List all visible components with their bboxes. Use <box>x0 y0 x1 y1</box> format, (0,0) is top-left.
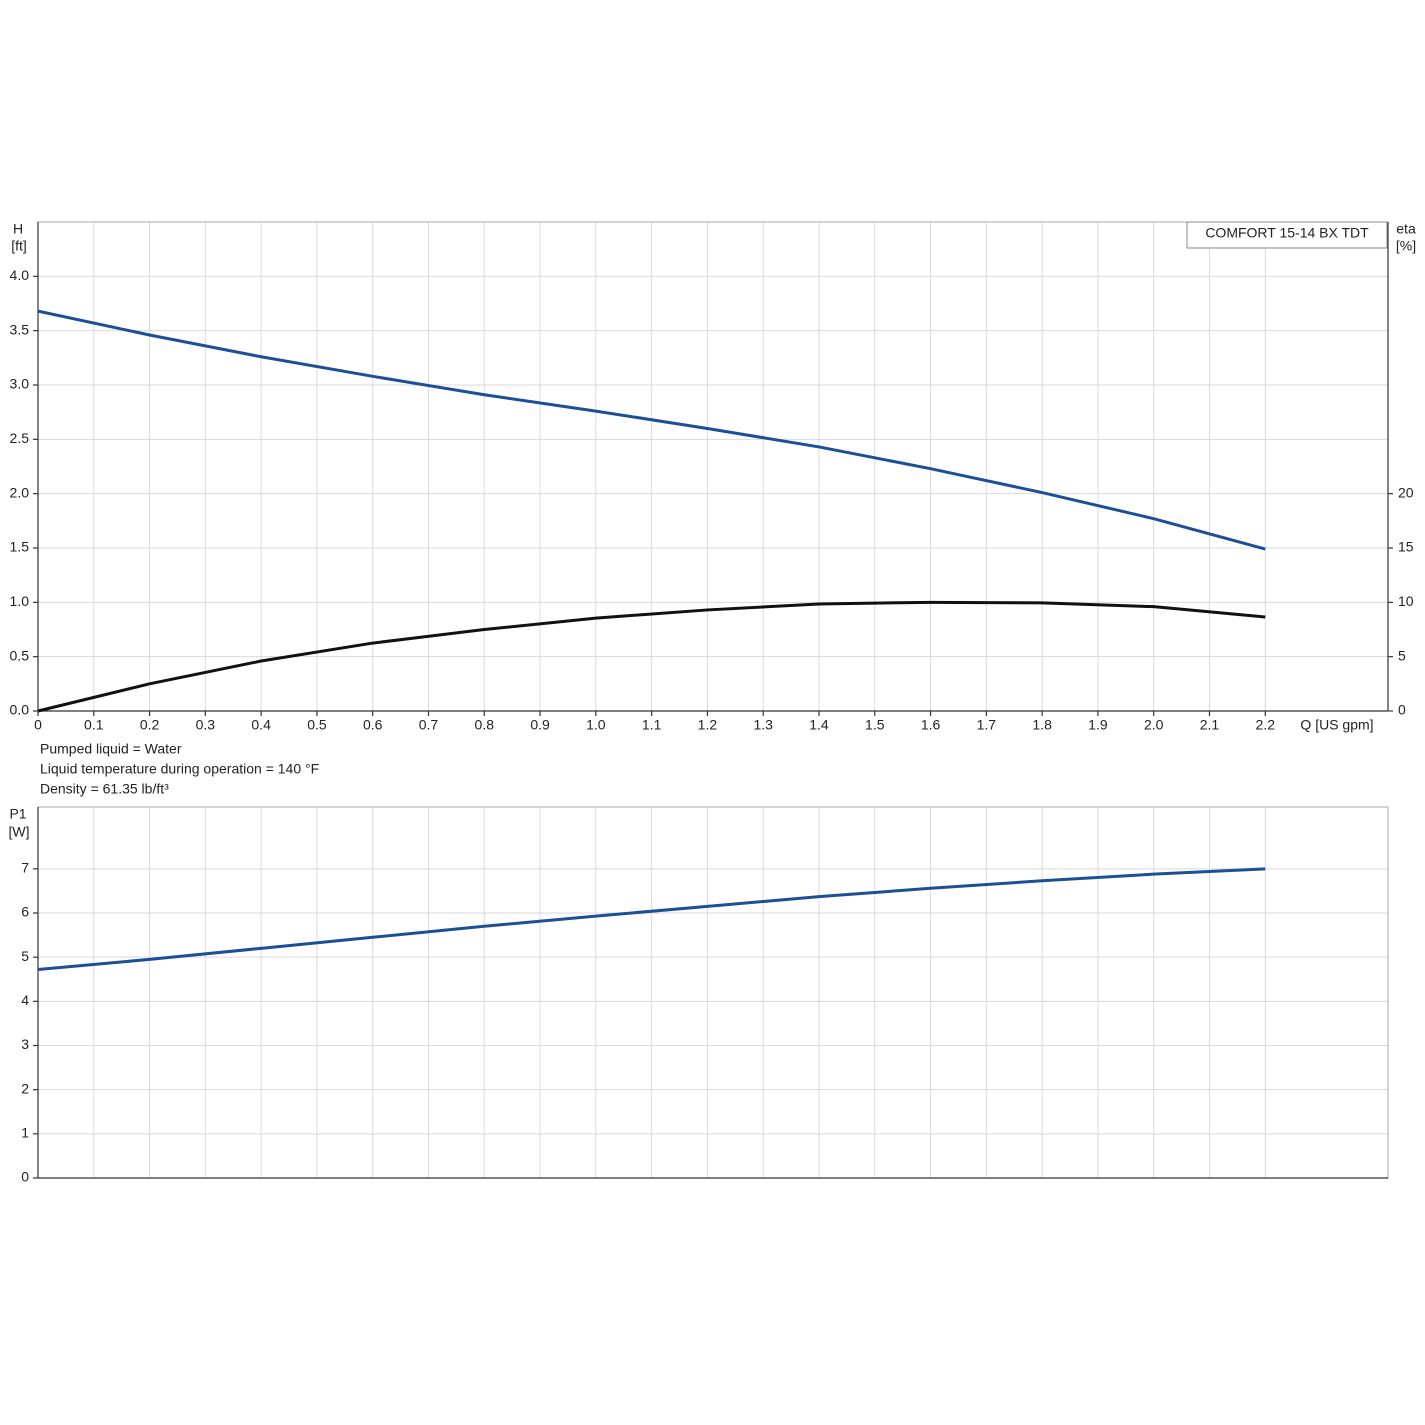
y2-label: eta <box>1396 221 1416 237</box>
y-tick-label: 6 <box>21 904 29 920</box>
y-label: H <box>13 221 23 237</box>
y2-tick-label: 15 <box>1398 539 1414 555</box>
y-tick-label: 2.5 <box>10 430 30 446</box>
x-tick-label: 1.9 <box>1088 717 1108 733</box>
x-tick-label: 0 <box>34 717 42 733</box>
y-tick-label: 3 <box>21 1036 29 1052</box>
y-tick-label: 7 <box>21 860 29 876</box>
x-tick-label: 0.4 <box>251 717 271 733</box>
curve <box>37 867 1266 972</box>
x-tick-label: 0.5 <box>307 717 327 733</box>
x-tick-label: 0.3 <box>196 717 216 733</box>
y-tick-label: 2.0 <box>10 484 30 500</box>
x-tick-label: 1.2 <box>698 717 718 733</box>
x-tick-label: 1.0 <box>586 717 606 733</box>
y-tick-label: 1.5 <box>10 539 30 555</box>
y-unit: [W] <box>9 824 30 840</box>
x-tick-label: 1.1 <box>642 717 662 733</box>
y-tick-label: 1 <box>21 1125 29 1141</box>
y2-tick-label: 10 <box>1398 593 1414 609</box>
x-tick-label: 1.3 <box>753 717 773 733</box>
y2-tick-label: 20 <box>1398 484 1414 500</box>
x-tick-label: 1.5 <box>865 717 885 733</box>
y-label: P1 <box>9 806 26 822</box>
x-tick-label: 0.9 <box>530 717 550 733</box>
y-tick-label: 3.0 <box>10 376 30 392</box>
y2-unit: [%] <box>1396 238 1416 254</box>
x-tick-label: 2.2 <box>1256 717 1276 733</box>
x-tick-label: 2.0 <box>1144 717 1164 733</box>
y-tick-label: 4.0 <box>10 267 30 283</box>
x-tick-label: 1.4 <box>809 717 829 733</box>
y-unit: [ft] <box>11 238 27 254</box>
y-tick-label: 1.0 <box>10 593 30 609</box>
x-tick-label: 1.8 <box>1032 717 1052 733</box>
x-tick-label: 0.1 <box>84 717 104 733</box>
y2-tick-label: 0 <box>1398 702 1406 718</box>
y-tick-label: 0.0 <box>10 702 30 718</box>
y-tick-label: 5 <box>21 948 29 964</box>
curve <box>37 309 1266 551</box>
x-tick-label: 0.8 <box>475 717 495 733</box>
annotation: Pumped liquid = Water <box>40 741 182 757</box>
plot-border <box>37 806 1389 1179</box>
annotation: Density = 61.35 lb/ft³ <box>40 781 169 797</box>
y-tick-label: 0.5 <box>10 647 30 663</box>
x-tick-label: 0.6 <box>363 717 383 733</box>
y-tick-label: 4 <box>21 992 29 1008</box>
x-tick-label: 2.1 <box>1200 717 1220 733</box>
annotation: Liquid temperature during operation = 14… <box>40 761 319 777</box>
x-tick-label: 0.2 <box>140 717 160 733</box>
y-tick-label: 2 <box>21 1080 29 1096</box>
curve <box>37 600 1266 713</box>
plot-border <box>37 221 1389 712</box>
x-label: Q [US gpm] <box>1300 717 1373 733</box>
y-tick-label: 3.5 <box>10 321 30 337</box>
legend-box <box>1186 221 1388 249</box>
x-tick-label: 1.6 <box>921 717 941 733</box>
y-tick-label: 0 <box>21 1169 29 1185</box>
legend-text: COMFORT 15-14 BX TDT <box>1205 225 1369 241</box>
y2-tick-label: 5 <box>1398 647 1406 663</box>
x-tick-label: 1.7 <box>977 717 997 733</box>
x-tick-label: 0.7 <box>419 717 439 733</box>
